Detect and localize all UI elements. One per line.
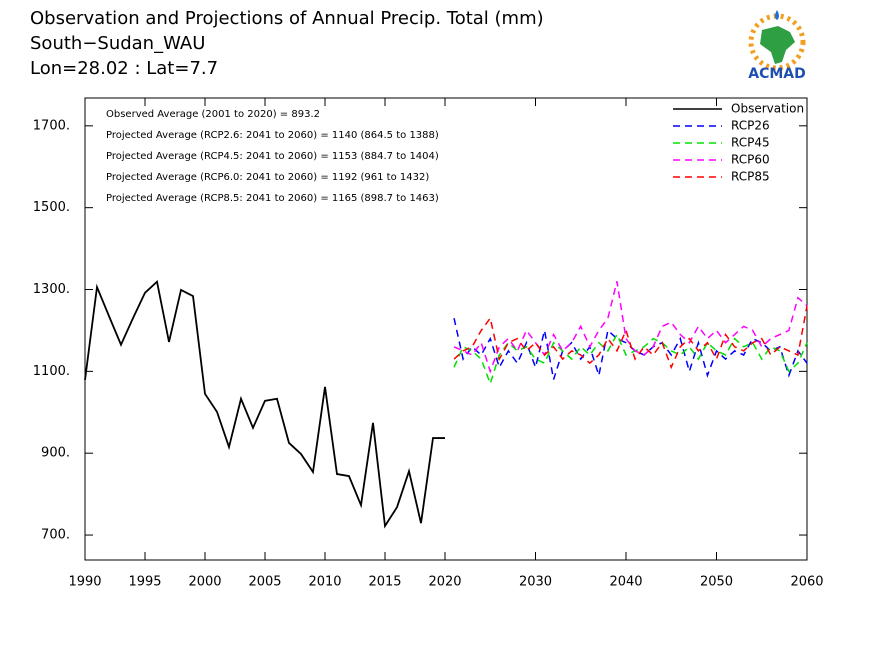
x-tick-label: 1990 [68,575,101,590]
legend-label: RCP45 [731,136,770,150]
x-tick-label: 2015 [368,575,401,590]
series-line [453,332,808,386]
x-tick-label: 2005 [248,575,281,590]
logo-text: ACMAD [748,66,806,82]
x-tick-label: 2020 [428,575,461,590]
logo-africa [760,26,795,64]
legend-label: RCP60 [731,153,770,167]
series-line [453,281,808,374]
legend-label: Observation [731,102,804,116]
y-tick-label: 1500. [33,200,70,215]
annotation: Projected Average (RCP4.5: 2041 to 2060)… [106,151,439,162]
x-tick-label: 1995 [128,575,161,590]
plot-frame [84,97,808,561]
x-tick-label: 2060 [790,575,823,590]
x-tick-label: 2010 [308,575,341,590]
y-tick-label: 1100. [33,364,70,379]
x-tick-label: 2030 [519,575,552,590]
x-tick-label: 2050 [700,575,733,590]
chart-subtitle: South−Sudan_WAU [30,33,205,54]
legend-label: RCP85 [731,170,770,184]
logo-drop [775,10,779,20]
chart-title: Observation and Projections of Annual Pr… [30,8,544,29]
annotation: Observed Average (2001 to 2020) = 893.2 [106,109,320,120]
series-line [84,279,445,529]
y-tick-label: 1700. [33,118,70,133]
annotation: Projected Average (RCP2.6: 2041 to 2060)… [106,130,439,141]
x-tick-label: 2040 [609,575,642,590]
series-line [453,305,808,370]
x-tick-label: 2000 [188,575,221,590]
chart-subtitle: Lon=28.02 : Lat=7.7 [30,58,218,79]
y-tick-label: 700. [41,528,70,543]
y-tick-label: 900. [41,446,70,461]
annotation: Projected Average (RCP8.5: 2041 to 2060)… [106,193,439,204]
logo: ACMAD [748,10,806,82]
annotation: Projected Average (RCP6.0: 2041 to 2060)… [106,172,429,183]
y-tick-label: 1300. [33,282,70,297]
legend-label: RCP26 [731,119,770,133]
